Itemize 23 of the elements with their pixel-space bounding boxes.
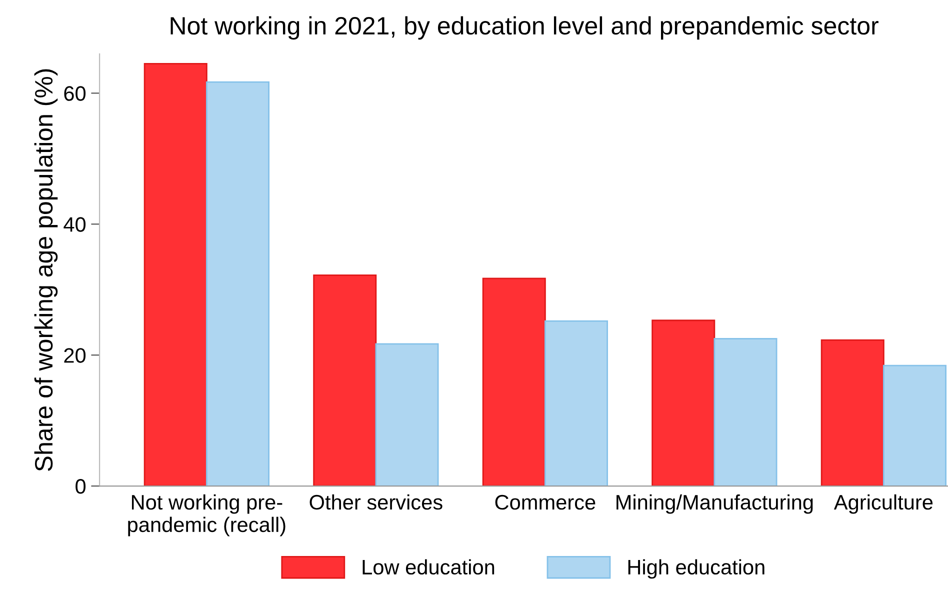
bar (144, 63, 208, 486)
chart-title: Not working in 2021, by education level and prepandemic sector (170, 16, 878, 40)
bar (313, 274, 377, 486)
legend-label: Low education (362, 559, 494, 575)
x-tick-label: Mining/Manufacturing (616, 494, 813, 514)
y-tick-label: 40 (64, 217, 86, 232)
x-tick-label: Agriculture (834, 494, 933, 514)
bar (714, 338, 778, 486)
bar (206, 81, 270, 486)
x-tick-label: Not working pre- pandemic (recall) (128, 494, 286, 536)
bar (544, 320, 608, 486)
y-axis-title: Share of working age population (%) (34, 69, 58, 472)
bar (820, 339, 884, 486)
bar (375, 343, 439, 486)
y-tick-label: 0 (76, 479, 86, 494)
bar (882, 364, 946, 486)
x-tick-label: Other services (310, 494, 442, 510)
y-tick-label: 20 (64, 348, 86, 363)
bar (652, 320, 716, 486)
x-tick-label: Commerce (495, 494, 596, 510)
bar (482, 278, 546, 486)
legend-label: High education (628, 559, 764, 579)
y-tick-label: 60 (64, 86, 86, 101)
